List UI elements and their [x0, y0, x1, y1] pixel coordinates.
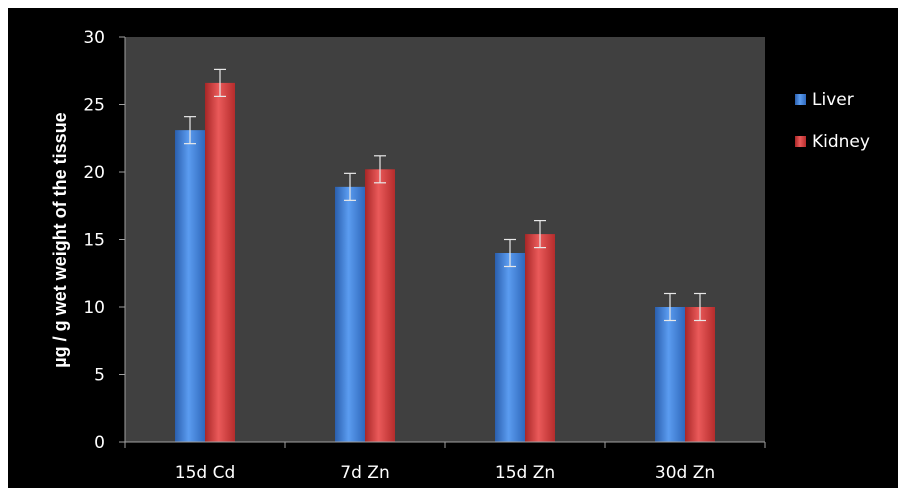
bar-kidney: [685, 307, 715, 442]
x-axis: 15d Cd 7d Zn 15d Zn 30d Zn: [124, 441, 766, 483]
bars: [175, 82, 715, 443]
bar-kidney: [365, 169, 395, 443]
y-tick-label: 25: [83, 96, 105, 116]
x-category-label: 15d Cd: [175, 463, 236, 483]
error-bar: [664, 292, 676, 322]
bar-liver: [335, 186, 365, 442]
y-tick-label: 5: [94, 366, 105, 386]
y-tick-label: 10: [83, 298, 105, 318]
legend-swatch-liver: [795, 94, 806, 105]
error-bars: [184, 68, 706, 322]
x-category-label: 30d Zn: [655, 463, 715, 483]
y-tick-label: 15: [83, 231, 105, 251]
error-bar: [184, 116, 196, 145]
y-tick-label: 0: [94, 433, 105, 453]
bar-liver: [175, 130, 205, 442]
y-tick-label: 30: [83, 28, 105, 48]
bar-liver: [655, 307, 685, 442]
bar-liver: [495, 253, 525, 442]
error-bar: [214, 68, 226, 98]
legend-label-liver: Liver: [812, 90, 854, 110]
error-bar: [504, 238, 516, 268]
y-tick-label: 20: [83, 163, 105, 183]
x-category-label: 7d Zn: [340, 463, 389, 483]
legend-swatch-kidney: [795, 136, 806, 147]
error-bar: [374, 155, 386, 184]
bar-kidney: [525, 234, 555, 442]
y-axis-title: µg / g wet weight of the tissue: [50, 112, 70, 367]
error-bar: [534, 220, 546, 249]
y-axis: 0 5 10 15 20 25 30: [83, 28, 126, 453]
bar-kidney: [205, 82, 235, 443]
x-category-label: 15d Zn: [495, 463, 555, 483]
error-bar: [344, 172, 356, 201]
legend: Liver Kidney: [795, 90, 870, 152]
legend-label-kidney: Kidney: [812, 132, 870, 152]
error-bar: [694, 292, 706, 322]
